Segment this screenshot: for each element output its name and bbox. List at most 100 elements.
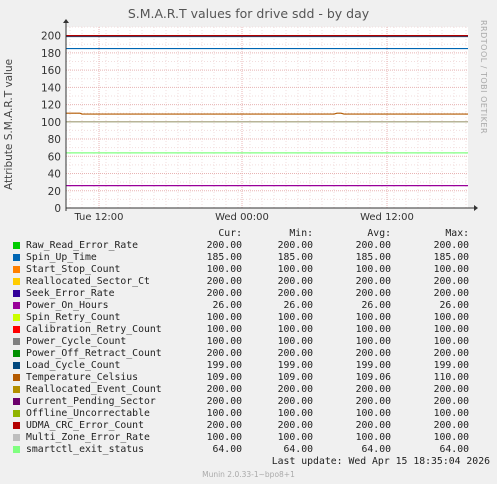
legend-row: Power_On_Hours 26.00 26.00 26.00 26.00 — [0, 300, 497, 312]
legend-avg-value: 200.00 — [355, 348, 391, 359]
y-tick-label: 20 — [48, 186, 61, 198]
legend-header: Cur: Min: Avg: Max: — [0, 228, 497, 240]
legend-series-name: Current_Pending_Sector — [26, 396, 156, 407]
legend-min-value: 64.00 — [283, 444, 314, 455]
y-tick-label: 40 — [48, 169, 61, 181]
legend-row: Load_Cycle_Count 199.00 199.00 199.00 199.00 — [0, 360, 497, 372]
legend-swatch — [13, 290, 20, 297]
legend-series-name: Seek_Error_Rate — [26, 288, 115, 299]
chart-title: S.M.A.R.T values for drive sdd - by day — [127, 6, 370, 21]
legend-avg-value: 185.00 — [355, 252, 391, 263]
legend-series-name: Temperature_Celsius — [26, 372, 139, 383]
legend-avg-value: 200.00 — [355, 396, 391, 407]
legend-row: Multi_Zone_Error_Rate 100.00 100.00 100.00 1… — [0, 432, 497, 444]
legend-swatch — [13, 314, 20, 321]
x-tick-label: Wed 12:00 — [360, 212, 414, 223]
legend-min-value: 199.00 — [277, 360, 313, 371]
y-tick-label: 120 — [41, 100, 61, 112]
legend-min-value: 100.00 — [277, 264, 313, 275]
legend-min-value: 200.00 — [277, 240, 313, 251]
legend-cur-value: 100.00 — [206, 324, 242, 335]
x-tick-label: Wed 00:00 — [215, 212, 269, 223]
x-tick-label: Tue 12:00 — [73, 212, 123, 223]
legend-min-value: 26.00 — [283, 300, 314, 311]
legend-swatch — [13, 338, 20, 345]
munin-version: Munin 2.0.33-1~bpo8+1 — [202, 470, 295, 479]
y-tick-label: 160 — [41, 65, 61, 77]
legend-cur-value: 200.00 — [206, 396, 242, 407]
legend-swatch — [13, 326, 20, 333]
legend-swatch — [13, 254, 20, 261]
legend-series-name: Start_Stop_Count — [26, 264, 121, 275]
legend-max-value: 100.00 — [433, 432, 469, 443]
legend-min-value: 185.00 — [277, 252, 313, 263]
legend-cur-value: 100.00 — [206, 432, 242, 443]
legend-swatch — [13, 410, 20, 417]
legend-series-name: Multi_Zone_Error_Rate — [26, 432, 150, 443]
legend-series-name: Load_Cycle_Count — [26, 360, 121, 371]
legend-series-name: Spin_Retry_Count — [26, 312, 121, 323]
header-min: Min: — [289, 228, 313, 239]
y-tick-label: 140 — [41, 82, 61, 94]
legend-avg-value: 199.00 — [355, 360, 391, 371]
legend-row: Temperature_Celsius 109.00 109.00 109.06 110… — [0, 372, 497, 384]
legend-max-value: 100.00 — [433, 408, 469, 419]
legend-swatch — [13, 398, 20, 405]
legend-max-value: 110.00 — [433, 372, 469, 383]
legend-swatch — [13, 302, 20, 309]
legend-row: Reallocated_Sector_Ct 200.00 200.00 200.00 2… — [0, 276, 497, 288]
legend-cur-value: 200.00 — [206, 348, 242, 359]
legend-row: Power_Off_Retract_Count 200.00 200.00 200.0… — [0, 348, 497, 360]
legend-series-name: Calibration_Retry_Count — [26, 324, 162, 335]
legend-avg-value: 200.00 — [355, 288, 391, 299]
legend-max-value: 100.00 — [433, 336, 469, 347]
legend-avg-value: 100.00 — [355, 264, 391, 275]
legend-series-name: Power_Off_Retract_Count — [26, 348, 162, 359]
legend-row: Calibration_Retry_Count 100.00 100.00 100.0… — [0, 324, 497, 336]
header-avg: Avg: — [367, 228, 391, 239]
legend-avg-value: 100.00 — [355, 432, 391, 443]
legend-series-name: Reallocated_Event_Count — [26, 384, 162, 395]
legend-max-value: 26.00 — [439, 300, 470, 311]
legend-avg-value: 109.06 — [355, 372, 391, 383]
legend-swatch — [13, 278, 20, 285]
legend-avg-value: 100.00 — [355, 408, 391, 419]
legend-swatch — [13, 242, 20, 249]
legend-avg-value: 200.00 — [355, 240, 391, 251]
legend-avg-value: 64.00 — [361, 444, 392, 455]
legend-cur-value: 26.00 — [212, 300, 243, 311]
legend-row: UDMA_CRC_Error_Count 200.00 200.00 200.00 20… — [0, 420, 497, 432]
legend-swatch — [13, 446, 20, 453]
legend-avg-value: 100.00 — [355, 324, 391, 335]
legend-min-value: 200.00 — [277, 348, 313, 359]
legend-swatch — [13, 350, 20, 357]
legend-cur-value: 200.00 — [206, 288, 242, 299]
legend-series-name: UDMA_CRC_Error_Count — [26, 420, 144, 431]
x-axis-arrow — [474, 205, 478, 211]
legend-cur-value: 64.00 — [212, 444, 243, 455]
legend-cur-value: 100.00 — [206, 408, 242, 419]
legend-max-value: 200.00 — [433, 348, 469, 359]
legend-min-value: 100.00 — [277, 312, 313, 323]
legend-cur-value: 200.00 — [206, 384, 242, 395]
legend-row: Offline_Uncorrectable 100.00 100.00 100.00 1… — [0, 408, 497, 420]
legend-swatch — [13, 386, 20, 393]
legend-max-value: 100.00 — [433, 324, 469, 335]
legend-max-value: 64.00 — [439, 444, 470, 455]
legend-cur-value: 100.00 — [206, 312, 242, 323]
legend-row: Current_Pending_Sector 200.00 200.00 200.00… — [0, 396, 497, 408]
legend-max-value: 199.00 — [433, 360, 469, 371]
legend-row: Seek_Error_Rate 200.00 200.00 200.00 200.00 — [0, 288, 497, 300]
y-axis-arrow — [63, 19, 69, 23]
legend-cur-value: 200.00 — [206, 276, 242, 287]
legend-max-value: 200.00 — [433, 276, 469, 287]
legend-avg-value: 26.00 — [361, 300, 392, 311]
legend-min-value: 200.00 — [277, 288, 313, 299]
legend-cur-value: 100.00 — [206, 336, 242, 347]
legend-series-name: Offline_Uncorrectable — [26, 408, 150, 419]
legend-cur-value: 109.00 — [206, 372, 242, 383]
legend-avg-value: 100.00 — [355, 336, 391, 347]
plot-area: 0 20 40 60 80 100 120 140 160 180 200 Tue 12:00 Wed … — [41, 19, 478, 223]
legend-cur-value: 100.00 — [206, 264, 242, 275]
legend-row: Raw_Read_Error_Rate 200.00 200.00 200.00 200… — [0, 240, 497, 252]
